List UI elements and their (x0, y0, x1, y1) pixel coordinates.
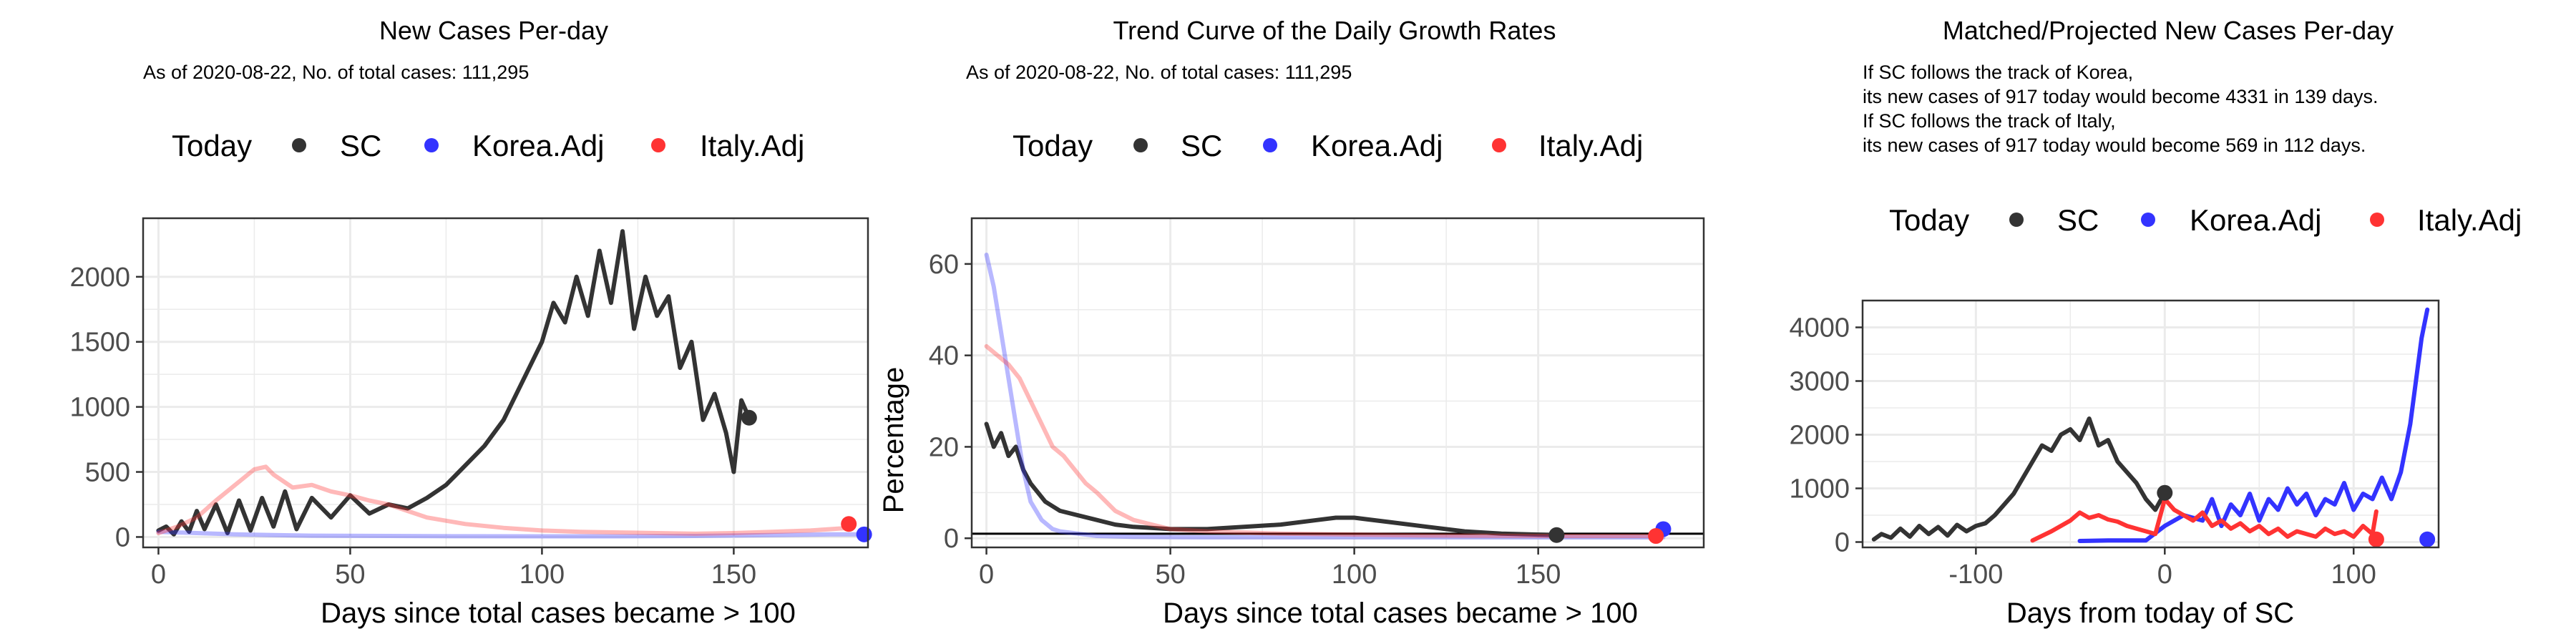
legend-label-sc: SC (1181, 129, 1222, 162)
plot-background (143, 218, 868, 547)
legend-label-korea: Korea.Adj (472, 129, 604, 162)
x-tick-label: 100 (519, 560, 565, 590)
x-tick-label: 0 (2157, 560, 2172, 590)
x-tick-label: 50 (1155, 560, 1185, 590)
panel-title: New Cases Per-day (379, 16, 608, 45)
panel-subtitle-line: its new cases of 917 today would become … (1863, 86, 2378, 107)
legend-swatch-sc (2009, 213, 2024, 227)
panel-subtitle-line: As of 2020-08-22, No. of total cases: 11… (143, 62, 529, 83)
today-point-italy-adj (1648, 528, 1664, 545)
legend-swatch-italy (651, 138, 665, 152)
legend: Today SC Korea.Adj Italy.Adj (1889, 203, 2522, 237)
y-tick-label: 2000 (1789, 421, 1850, 451)
legend-label-italy: Italy.Adj (1538, 129, 1643, 162)
legend-label-sc: SC (340, 129, 381, 162)
legend: Today SC Korea.Adj Italy.Adj (1013, 129, 1643, 162)
plot-border (142, 217, 869, 549)
panel-growth-rates: Trend Curve of the Daily Growth Rates As… (878, 16, 1705, 629)
series-line-sc (156, 229, 751, 537)
series-line-sc (984, 421, 1559, 537)
legend-swatch-sc (292, 138, 306, 152)
panel-title: Trend Curve of the Daily Growth Rates (1113, 16, 1556, 45)
x-axis-label: Days since total cases became > 100 (1163, 597, 1638, 629)
x-tick-label: 50 (335, 560, 365, 590)
legend-swatch-italy (2370, 213, 2384, 227)
series-line-sc (1871, 416, 2167, 542)
y-tick-label: 40 (929, 341, 959, 371)
legend-title: Today (1889, 203, 1969, 237)
series-line-korea-adj (2077, 307, 2430, 543)
x-tick-label: 150 (1516, 560, 1561, 590)
today-point-italy-adj (2368, 531, 2384, 547)
legend-swatch-korea (1263, 138, 1277, 152)
today-point-italy-adj (841, 516, 857, 532)
panel-subtitle-line: its new cases of 917 today would become … (1863, 135, 2366, 156)
legend-label-italy: Italy.Adj (2417, 203, 2522, 237)
series-line-korea-adj (156, 530, 867, 539)
y-tick-label: 2000 (69, 263, 130, 293)
plot-area: 0 50 100 150 0 20 40 60 (929, 217, 1705, 590)
y-tick-label: 20 (929, 432, 959, 462)
y-axis-label: Percentage (878, 367, 909, 514)
x-tick-label: 0 (151, 560, 166, 590)
panel-projected-cases: Matched/Projected New Cases Per-day If S… (1789, 16, 2522, 629)
x-tick-label: 150 (711, 560, 756, 590)
legend-title: Today (172, 129, 252, 162)
x-tick-label: -100 (1948, 560, 2003, 590)
panel-subtitle-line: If SC follows the track of Korea, (1863, 62, 2133, 83)
y-tick-label: 4000 (1789, 313, 1850, 343)
legend-label-sc: SC (2057, 203, 2099, 237)
legend-label-korea: Korea.Adj (2190, 203, 2321, 237)
legend-label-korea: Korea.Adj (1311, 129, 1443, 162)
legend: Today SC Korea.Adj Italy.Adj (172, 129, 804, 162)
x-tick-label: 0 (979, 560, 994, 590)
today-point-korea-adj (2419, 531, 2436, 547)
legend-swatch-korea (2141, 213, 2155, 227)
panel-subtitle-line: As of 2020-08-22, No. of total cases: 11… (966, 62, 1352, 83)
x-axis-label: Days from today of SC (2006, 597, 2294, 629)
series-line-italy-adj (156, 464, 852, 536)
series-line-italy-adj (2030, 497, 2379, 543)
legend-swatch-korea (424, 138, 439, 152)
panel-title: Matched/Projected New Cases Per-day (1943, 16, 2394, 45)
y-tick-label: 0 (944, 524, 959, 554)
legend-label-italy: Italy.Adj (700, 129, 804, 162)
plot-border (970, 217, 1705, 549)
y-tick-label: 3000 (1789, 367, 1850, 397)
series-line-italy-adj (984, 343, 1651, 538)
panel-new-cases: New Cases Per-day As of 2020-08-22, No. … (69, 16, 872, 629)
series-line-korea-adj (984, 253, 1666, 540)
plot-border (1861, 299, 2440, 549)
legend-swatch-sc (1133, 138, 1148, 152)
x-tick-label: 100 (2331, 560, 2376, 590)
x-tick-label: 100 (1332, 560, 1377, 590)
y-tick-label: 60 (929, 250, 959, 280)
y-tick-label: 1000 (69, 393, 130, 423)
panel-subtitle-line: If SC follows the track of Italy, (1863, 110, 2116, 132)
today-point-sc (741, 409, 757, 426)
y-tick-label: 1500 (69, 328, 130, 358)
today-point-korea-adj (856, 526, 872, 542)
x-axis-label: Days since total cases became > 100 (321, 597, 796, 629)
legend-title: Today (1013, 129, 1093, 162)
legend-swatch-italy (1492, 138, 1506, 152)
today-point-sc (1548, 527, 1565, 543)
today-point-sc (2157, 484, 2173, 501)
plot-background (972, 218, 1704, 547)
y-tick-label: 0 (1835, 528, 1850, 558)
y-tick-label: 500 (85, 458, 130, 488)
y-tick-label: 0 (115, 522, 130, 552)
y-tick-label: 1000 (1789, 474, 1850, 504)
